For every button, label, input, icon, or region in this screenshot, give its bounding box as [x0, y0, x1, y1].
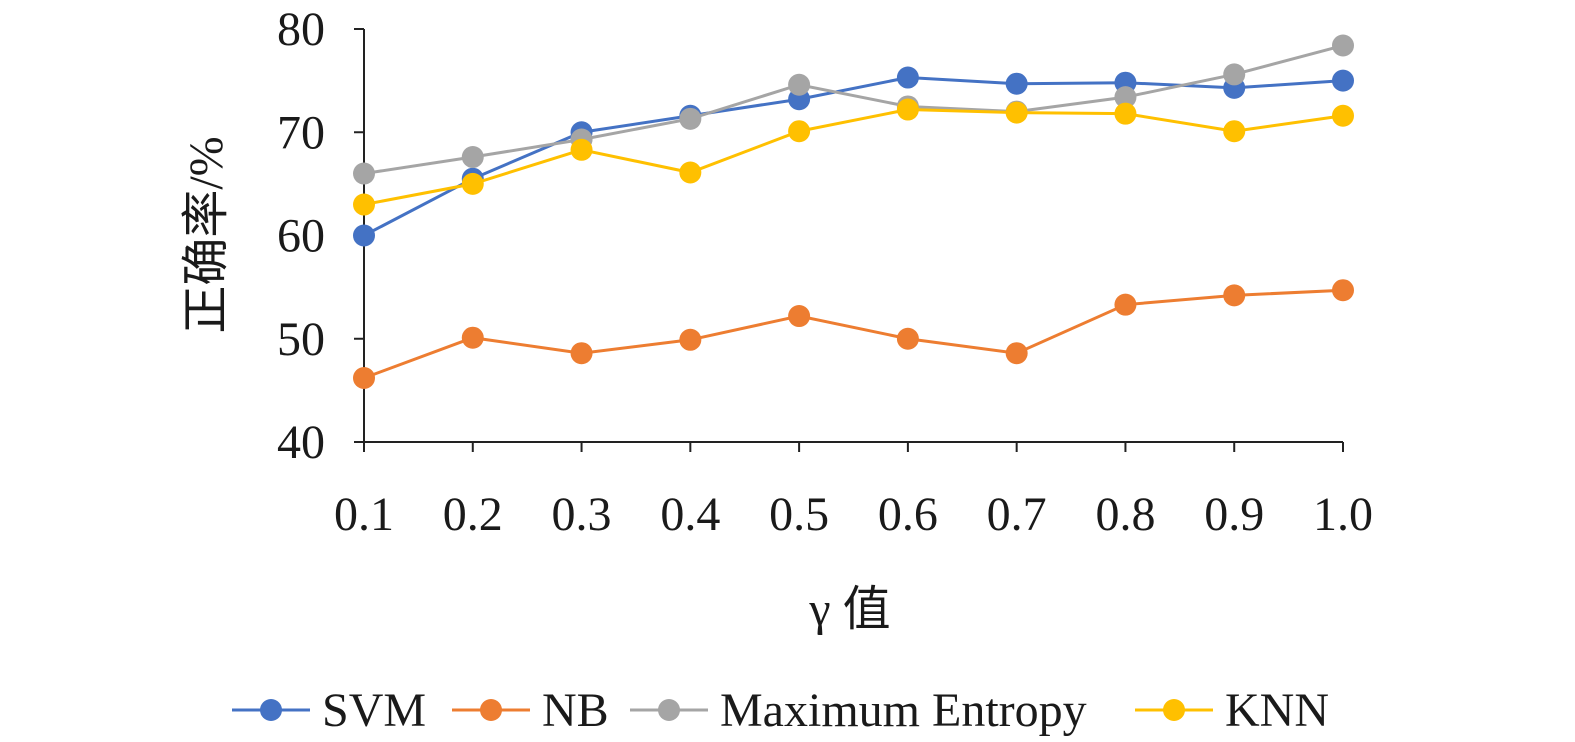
data-point: [353, 193, 375, 216]
x-tick-label: 0.1: [334, 488, 394, 541]
y-tick-label: 50: [277, 313, 325, 366]
series-line-knn: [363, 108, 1344, 206]
data-point: [461, 172, 484, 195]
data-point: [1223, 63, 1246, 86]
data-point: [788, 120, 811, 143]
legend-marker: [260, 699, 282, 721]
x-tick-label: 0.4: [660, 488, 720, 541]
x-tick-label: 0.5: [769, 488, 829, 541]
data-point: [1114, 293, 1137, 316]
legend-label: NB: [542, 684, 609, 737]
legend-label: SVM: [322, 684, 426, 737]
data-point: [570, 138, 593, 161]
data-point: [679, 107, 702, 130]
legend-label: KNN: [1225, 684, 1329, 737]
x-tick-label: 0.9: [1204, 488, 1264, 541]
series-line-maximum-entropy: [363, 44, 1344, 176]
series-line-nb: [363, 288, 1344, 380]
data-point: [1114, 102, 1137, 125]
data-point: [353, 162, 375, 185]
x-tick-label: 0.6: [878, 488, 938, 541]
y-tick-label: 70: [277, 106, 325, 159]
data-point: [353, 224, 375, 247]
series-group: [353, 34, 1354, 389]
data-point: [1332, 69, 1354, 92]
data-point: [896, 327, 919, 350]
data-point: [1223, 120, 1246, 143]
legend-label: Maximum Entropy: [720, 684, 1087, 737]
legend-marker: [1163, 699, 1185, 721]
data-point: [1005, 342, 1028, 365]
data-point: [353, 366, 375, 389]
x-tick-label: 0.8: [1095, 488, 1155, 541]
legend-marker: [658, 699, 680, 721]
y-tick-label: 80: [277, 3, 325, 56]
legend: SVM NB Maximum Entropy KNN: [232, 684, 1329, 737]
data-point: [896, 66, 919, 89]
data-point: [570, 342, 593, 365]
data-point: [679, 328, 702, 351]
y-tick-label: 60: [277, 210, 325, 263]
data-point: [1005, 101, 1028, 124]
y-tick-label: 40: [277, 416, 325, 469]
data-point: [1332, 279, 1354, 302]
axes: 40 50 60 70 80 0.1 0.2 0.3 0.4 0.5 0.6 0.7 0.8 0.9 1.0: [277, 3, 1373, 541]
data-point: [1223, 284, 1246, 307]
data-point: [679, 161, 702, 184]
data-point: [461, 326, 484, 349]
x-tick-label: 0.3: [552, 488, 612, 541]
y-axis-title: 正确率/%: [180, 136, 233, 333]
data-point: [1332, 34, 1354, 57]
data-point: [1332, 104, 1354, 127]
x-axis-title: γ 值: [808, 583, 890, 636]
x-tick-label: 0.7: [987, 488, 1047, 541]
data-point: [1114, 86, 1137, 109]
data-point: [788, 73, 811, 96]
x-tick-label: 0.2: [443, 488, 503, 541]
data-point: [461, 146, 484, 169]
data-point: [1005, 72, 1028, 95]
legend-marker: [480, 699, 502, 721]
data-point: [896, 98, 919, 121]
series-line-svm: [363, 76, 1344, 237]
data-point: [788, 305, 811, 328]
x-tick-label: 1.0: [1313, 488, 1373, 541]
